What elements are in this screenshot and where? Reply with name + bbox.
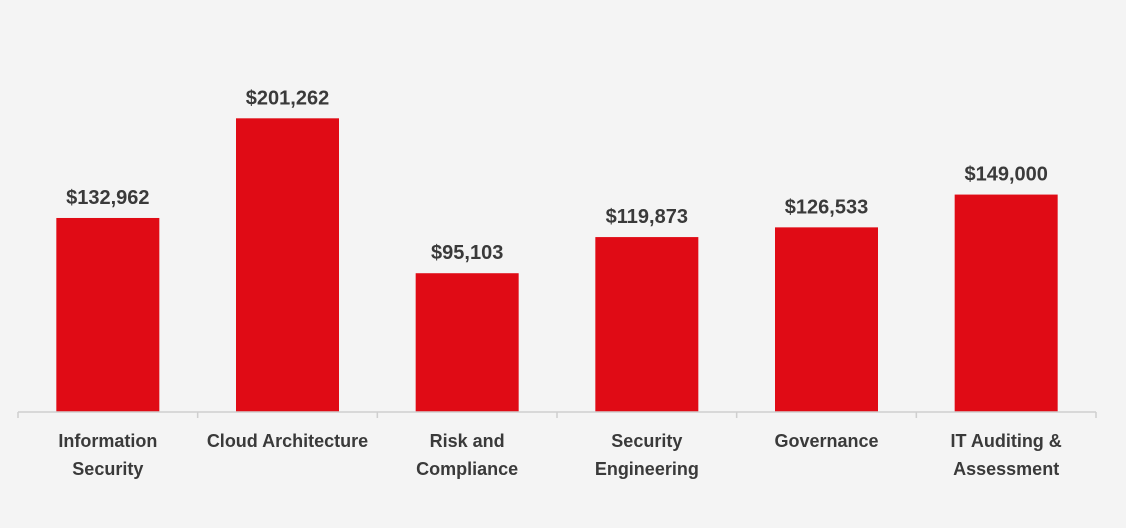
bar xyxy=(595,237,699,412)
data-label: $132,962 xyxy=(66,187,149,209)
data-label: $126,533 xyxy=(785,196,868,218)
category-tick-label: Assessment xyxy=(953,459,1059,479)
category-tick-label: Security xyxy=(611,431,682,451)
labels-group: $132,962 Information Security $201,262 Cloud… xyxy=(58,87,1061,479)
data-label: $201,262 xyxy=(246,87,329,109)
bar xyxy=(775,227,878,412)
category-tick-label: IT Auditing & xyxy=(951,431,1062,451)
bars-group xyxy=(56,118,1058,412)
data-label: $149,000 xyxy=(964,164,1047,186)
bar xyxy=(954,194,1058,412)
category-tick-label: Information xyxy=(58,431,157,451)
category-tick-label: Engineering xyxy=(595,459,699,479)
x-axis xyxy=(17,411,1097,418)
category-tick-label: Cloud Architecture xyxy=(207,431,368,451)
data-label: $119,873 xyxy=(606,206,688,228)
data-label: $95,103 xyxy=(431,242,503,264)
category-tick-label: Governance xyxy=(774,431,878,451)
category-tick-label: Compliance xyxy=(416,459,518,479)
bar xyxy=(415,273,519,412)
category-tick-label: Risk and xyxy=(430,431,505,451)
bar xyxy=(56,217,160,412)
category-tick-label: Security xyxy=(72,459,143,479)
bar xyxy=(236,118,339,412)
